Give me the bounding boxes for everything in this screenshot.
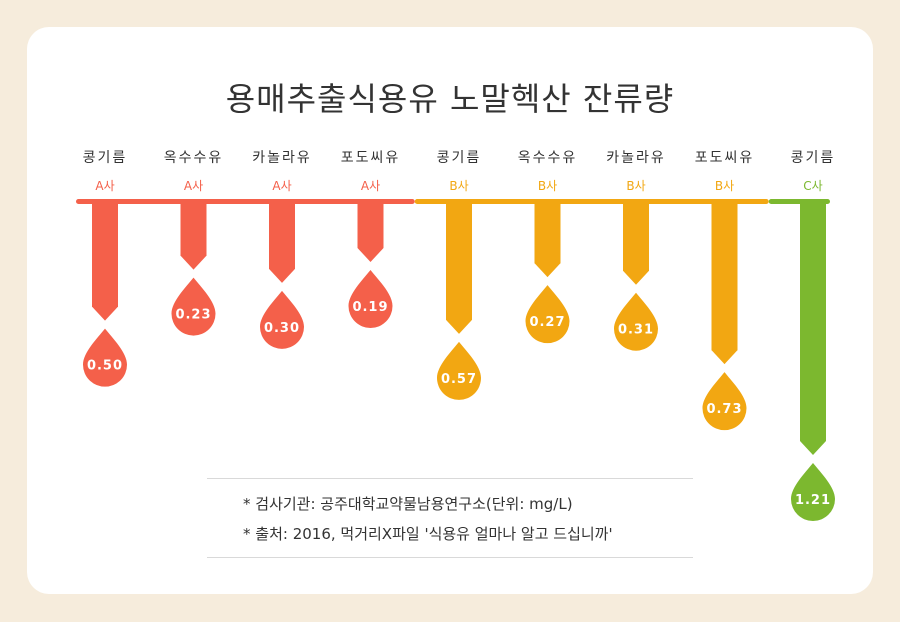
bar <box>180 201 207 270</box>
value-label: 0.27 <box>529 315 565 330</box>
bar <box>534 201 561 278</box>
company-label: C사 <box>803 179 822 193</box>
note-agency: * 검사기관: 공주대학교약물남용연구소(단위: mg/L) <box>243 495 573 513</box>
value-label: 0.50 <box>87 359 123 374</box>
baseline-A사 <box>76 199 415 204</box>
value-label: 0.31 <box>618 323 654 338</box>
company-label: B사 <box>449 179 468 193</box>
bar <box>357 201 384 262</box>
category-label: 옥수수유 <box>518 150 578 166</box>
drop-marker <box>171 277 216 336</box>
bar <box>269 201 295 283</box>
source-note: * 검사기관: 공주대학교약물남용연구소(단위: mg/L) * 출처: 201… <box>207 478 693 558</box>
company-label: B사 <box>715 179 734 193</box>
drop-marker <box>614 292 658 351</box>
bar <box>800 201 826 455</box>
value-label: 0.73 <box>706 402 742 417</box>
drop-marker <box>791 463 835 521</box>
value-label: 0.19 <box>352 300 388 315</box>
company-label: A사 <box>361 179 380 193</box>
bar <box>711 201 738 365</box>
category-label: 카놀라유 <box>252 150 312 166</box>
company-label: A사 <box>95 179 114 193</box>
category-label: 콩기름 <box>437 150 482 166</box>
value-label: 0.23 <box>175 308 211 323</box>
value-label: 0.30 <box>264 321 300 336</box>
baseline-B사 <box>414 199 769 204</box>
category-label: 콩기름 <box>83 150 128 166</box>
company-label: B사 <box>626 179 645 193</box>
category-label: 포도씨유 <box>695 150 755 166</box>
category-label: 옥수수유 <box>164 150 224 166</box>
company-label: A사 <box>272 179 291 193</box>
drop-marker <box>702 372 747 431</box>
company-label: B사 <box>538 179 557 193</box>
drop-marker <box>348 270 393 328</box>
drop-marker <box>437 341 481 400</box>
drop-marker <box>525 285 570 344</box>
chart-title: 용매추출식용유 노말헥산 잔류량 <box>225 80 675 118</box>
company-label: A사 <box>184 179 203 193</box>
category-label: 카놀라유 <box>606 150 666 166</box>
value-label: 0.57 <box>441 372 477 387</box>
category-label: 포도씨유 <box>341 150 401 166</box>
note-source: * 출처: 2016, 먹거리X파일 '식용유 얼마나 알고 드십니까' <box>243 525 613 543</box>
drop-marker <box>83 328 127 387</box>
value-label: 1.21 <box>795 493 831 508</box>
bar <box>623 201 649 285</box>
category-label: 콩기름 <box>791 150 836 166</box>
bar <box>446 201 472 334</box>
drop-marker <box>260 290 304 349</box>
bar <box>92 201 118 321</box>
